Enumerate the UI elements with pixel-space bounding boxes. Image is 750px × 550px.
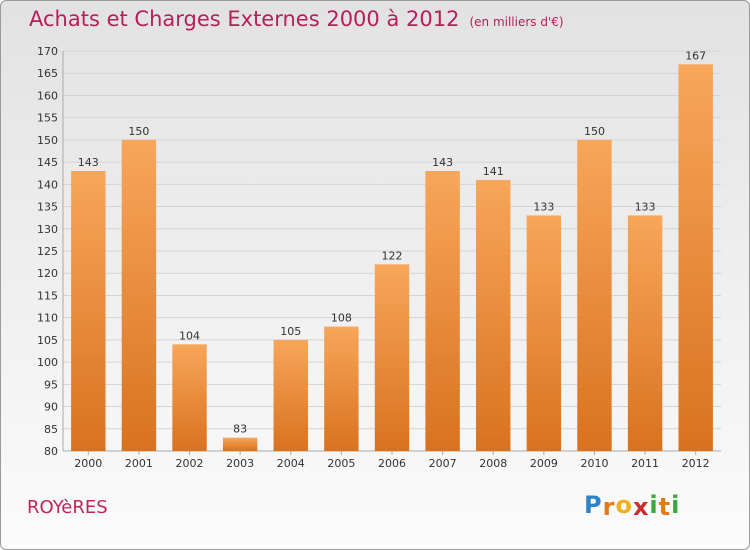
x-tick-label-2008: 2008 bbox=[479, 457, 507, 470]
commune-name: ROYèRES bbox=[27, 497, 108, 518]
value-label-2000: 143 bbox=[78, 156, 99, 169]
bar-2002 bbox=[172, 344, 207, 451]
y-tick-label: 105 bbox=[37, 334, 58, 347]
x-tick-label-2012: 2012 bbox=[682, 457, 710, 470]
logo-letter: i bbox=[649, 491, 659, 519]
value-label-2010: 150 bbox=[584, 125, 605, 138]
y-tick-label: 150 bbox=[37, 134, 58, 147]
bar-2009 bbox=[526, 215, 562, 451]
bar-2012 bbox=[678, 64, 713, 452]
y-tick-label: 120 bbox=[37, 267, 58, 280]
value-label-2001: 150 bbox=[128, 125, 149, 138]
y-tick-label: 95 bbox=[44, 378, 58, 391]
logo-letter: x bbox=[632, 493, 650, 521]
value-label-2005: 108 bbox=[331, 312, 352, 325]
y-tick-label: 80 bbox=[44, 445, 58, 458]
value-label-2004: 105 bbox=[280, 325, 301, 338]
value-label-2012: 167 bbox=[685, 49, 706, 62]
y-tick-label: 90 bbox=[44, 401, 58, 414]
bar-2010 bbox=[577, 139, 612, 451]
x-tick-label-2006: 2006 bbox=[378, 457, 406, 470]
x-tick-label-2000: 2000 bbox=[74, 457, 102, 470]
y-tick-label: 135 bbox=[37, 201, 58, 214]
y-tick-label: 160 bbox=[37, 89, 58, 102]
y-tick-label: 85 bbox=[44, 423, 58, 436]
x-tick-label-2005: 2005 bbox=[327, 457, 355, 470]
proxiti-logo[interactable]: Proxiti bbox=[584, 491, 681, 521]
x-tick-label-2004: 2004 bbox=[277, 457, 305, 470]
y-tick-label: 170 bbox=[37, 45, 58, 58]
chart-title-text: Achats et Charges Externes 2000 à 2012 bbox=[29, 7, 460, 31]
y-tick-label: 140 bbox=[37, 178, 58, 191]
chart-title: Achats et Charges Externes 2000 à 2012 (e… bbox=[29, 7, 564, 31]
y-tick-label: 110 bbox=[37, 312, 58, 325]
bar-2006 bbox=[374, 264, 410, 451]
logo-letter: o bbox=[615, 491, 633, 519]
logo-letter: t bbox=[658, 493, 672, 521]
value-label-2009: 133 bbox=[533, 200, 554, 213]
bar-2007 bbox=[425, 171, 460, 451]
x-tick-label-2001: 2001 bbox=[125, 457, 153, 470]
x-tick-label-2007: 2007 bbox=[429, 457, 457, 470]
x-tick-label-2009: 2009 bbox=[530, 457, 558, 470]
x-tick-label-2011: 2011 bbox=[631, 457, 659, 470]
value-label-2008: 141 bbox=[483, 165, 504, 178]
bar-2008 bbox=[476, 179, 511, 451]
value-label-2007: 143 bbox=[432, 156, 453, 169]
bar-2001 bbox=[121, 139, 157, 451]
bar-2000 bbox=[71, 171, 106, 451]
y-tick-label: 115 bbox=[37, 289, 58, 302]
bar-2005 bbox=[324, 326, 359, 451]
y-tick-label: 100 bbox=[37, 356, 58, 369]
y-tick-label: 165 bbox=[37, 67, 58, 80]
value-label-2011: 133 bbox=[635, 200, 656, 213]
bar-2004 bbox=[273, 339, 308, 451]
chart-subtitle: (en milliers d'€) bbox=[469, 15, 564, 29]
x-tick-label-2010: 2010 bbox=[580, 457, 608, 470]
logo-letter: i bbox=[671, 491, 681, 519]
bar-2011 bbox=[627, 215, 663, 451]
y-tick-label: 145 bbox=[37, 156, 58, 169]
y-tick-label: 125 bbox=[37, 245, 58, 258]
x-tick-label-2002: 2002 bbox=[176, 457, 204, 470]
y-tick-label: 155 bbox=[37, 112, 58, 125]
bar-2003 bbox=[222, 437, 258, 451]
value-label-2006: 122 bbox=[382, 249, 403, 262]
labels: 80 85 90 95 100 105 110 115 120 125 130 135 140 145 15… bbox=[37, 45, 710, 470]
logo-letter: P bbox=[584, 491, 603, 519]
value-label-2003: 83 bbox=[233, 423, 247, 436]
y-tick-label: 130 bbox=[37, 223, 58, 236]
logo-letter: r bbox=[602, 493, 616, 521]
x-tick-label-2003: 2003 bbox=[226, 457, 254, 470]
bars bbox=[71, 64, 713, 452]
value-label-2002: 104 bbox=[179, 329, 200, 342]
